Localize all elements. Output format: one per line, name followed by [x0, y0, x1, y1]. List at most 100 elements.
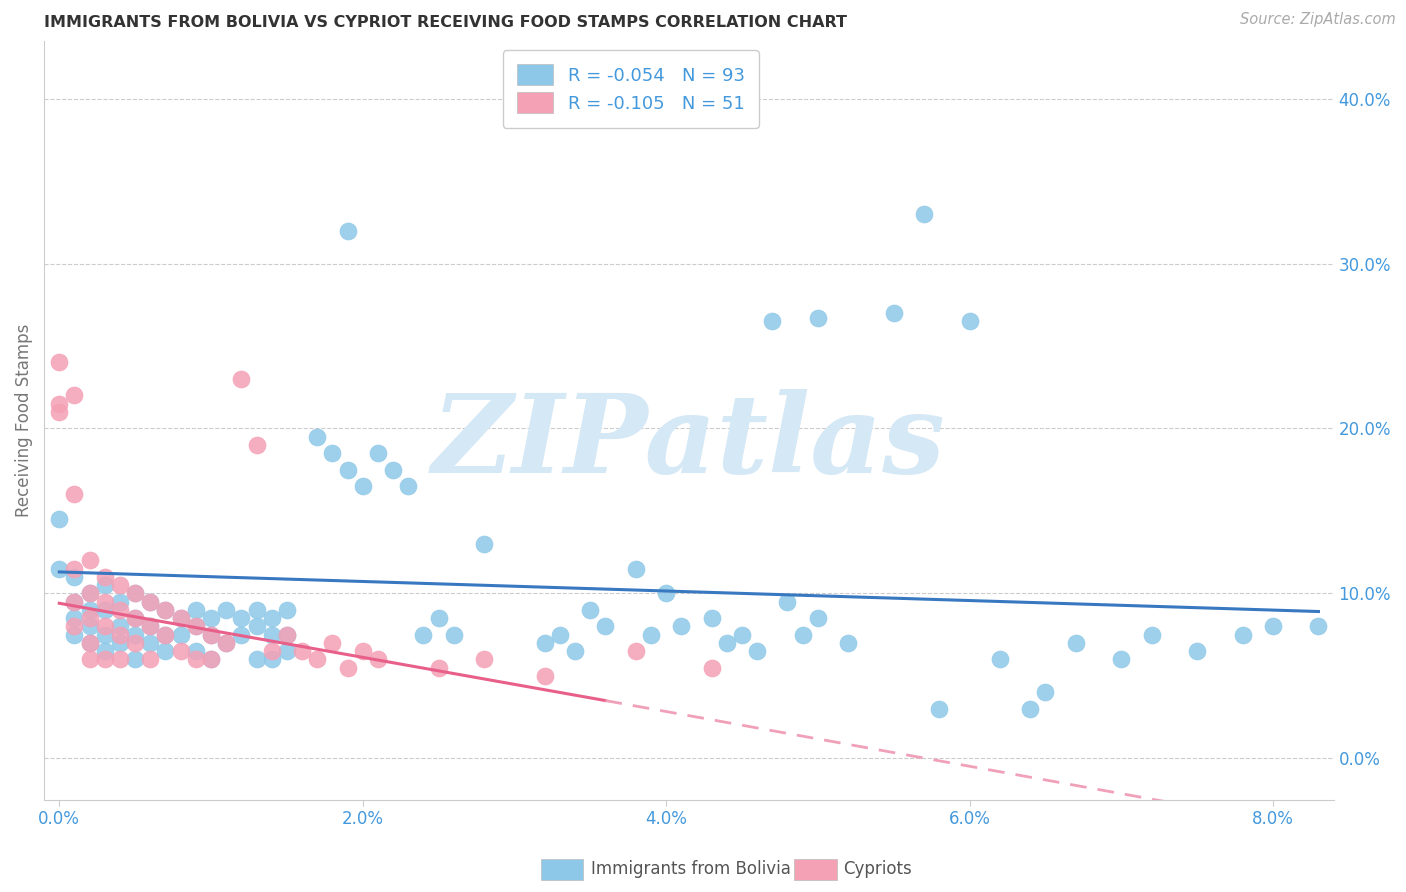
Point: [108, 619, 131, 633]
Point: [624, 561, 647, 575]
Point: [276, 644, 298, 658]
Point: [94, 570, 117, 584]
Point: [807, 611, 830, 625]
Point: [124, 611, 146, 625]
Point: [79, 603, 101, 617]
Point: [79, 586, 101, 600]
Point: [124, 652, 146, 666]
Point: [671, 619, 693, 633]
Legend: R = -0.054   N = 93, R = -0.105   N = 51: R = -0.054 N = 93, R = -0.105 N = 51: [502, 50, 759, 128]
Point: [108, 627, 131, 641]
Point: [1308, 619, 1330, 633]
Point: [124, 627, 146, 641]
Point: [1035, 685, 1057, 699]
Point: [155, 627, 177, 641]
Point: [624, 644, 647, 658]
Point: [155, 627, 177, 641]
Text: ZIPatlas: ZIPatlas: [432, 389, 946, 497]
Point: [412, 627, 434, 641]
Point: [382, 463, 405, 477]
Point: [1140, 627, 1163, 641]
Point: [700, 611, 723, 625]
Point: [94, 627, 117, 641]
Point: [184, 619, 207, 633]
Point: [336, 223, 359, 237]
Point: [63, 594, 86, 608]
Point: [1109, 652, 1132, 666]
Point: [245, 652, 267, 666]
Point: [427, 611, 450, 625]
Point: [837, 636, 859, 650]
Point: [79, 652, 101, 666]
Point: [215, 603, 238, 617]
Point: [108, 652, 131, 666]
Point: [215, 636, 238, 650]
Point: [245, 619, 267, 633]
Point: [731, 627, 754, 641]
Point: [108, 636, 131, 650]
Point: [883, 306, 905, 320]
Point: [139, 594, 162, 608]
Point: [1064, 636, 1087, 650]
Point: [184, 652, 207, 666]
Point: [231, 372, 253, 386]
Point: [63, 611, 86, 625]
Point: [533, 669, 555, 683]
Point: [79, 636, 101, 650]
Point: [94, 578, 117, 592]
Point: [139, 619, 162, 633]
Point: [63, 594, 86, 608]
Point: [169, 611, 191, 625]
Point: [276, 603, 298, 617]
Point: [108, 594, 131, 608]
Point: [307, 430, 329, 444]
Point: [169, 611, 191, 625]
Point: [595, 619, 617, 633]
Point: [807, 310, 830, 325]
Point: [139, 619, 162, 633]
Point: [367, 446, 389, 460]
Point: [776, 594, 799, 608]
Point: [79, 619, 101, 633]
Point: [63, 570, 86, 584]
Text: Cypriots: Cypriots: [844, 860, 912, 878]
Point: [79, 553, 101, 567]
Point: [108, 578, 131, 592]
Point: [215, 636, 238, 650]
Point: [352, 479, 374, 493]
Point: [336, 660, 359, 674]
Point: [276, 627, 298, 641]
Point: [427, 660, 450, 674]
Point: [48, 512, 70, 526]
Point: [108, 603, 131, 617]
Point: [48, 397, 70, 411]
Point: [200, 652, 222, 666]
Point: [307, 652, 329, 666]
Point: [548, 627, 571, 641]
Point: [155, 644, 177, 658]
Point: [1232, 627, 1254, 641]
Point: [139, 652, 162, 666]
Point: [747, 644, 769, 658]
Point: [443, 627, 465, 641]
Point: [700, 660, 723, 674]
Point: [200, 627, 222, 641]
Point: [169, 627, 191, 641]
Point: [321, 636, 343, 650]
Point: [1261, 619, 1284, 633]
Point: [260, 652, 283, 666]
Point: [245, 438, 267, 452]
Point: [200, 611, 222, 625]
Text: IMMIGRANTS FROM BOLIVIA VS CYPRIOT RECEIVING FOOD STAMPS CORRELATION CHART: IMMIGRANTS FROM BOLIVIA VS CYPRIOT RECEI…: [44, 15, 846, 30]
Point: [94, 619, 117, 633]
Point: [94, 603, 117, 617]
Point: [367, 652, 389, 666]
Point: [928, 702, 950, 716]
Point: [912, 207, 935, 221]
Point: [124, 636, 146, 650]
Y-axis label: Receiving Food Stamps: Receiving Food Stamps: [15, 324, 32, 516]
Point: [761, 314, 783, 328]
Point: [124, 586, 146, 600]
Point: [94, 644, 117, 658]
Point: [63, 388, 86, 402]
